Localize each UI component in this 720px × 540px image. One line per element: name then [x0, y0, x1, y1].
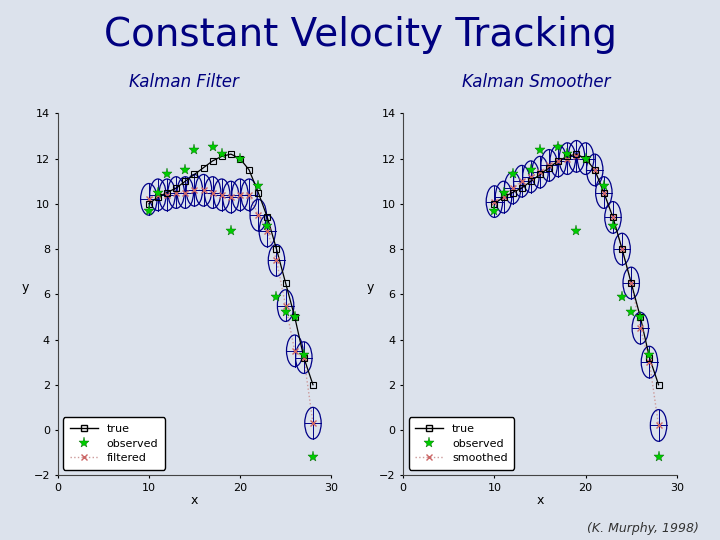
Legend: true, observed, filtered: true, observed, filtered [63, 417, 165, 470]
Legend: true, observed, smoothed: true, observed, smoothed [409, 417, 514, 470]
Text: (K. Murphy, 1998): (K. Murphy, 1998) [587, 522, 698, 535]
X-axis label: x: x [536, 494, 544, 507]
Y-axis label: y: y [22, 281, 29, 294]
Text: Kalman Filter: Kalman Filter [129, 73, 238, 91]
X-axis label: x: x [191, 494, 198, 507]
Y-axis label: y: y [367, 281, 374, 294]
Text: Kalman Smoother: Kalman Smoother [462, 73, 611, 91]
Text: Constant Velocity Tracking: Constant Velocity Tracking [104, 16, 616, 54]
